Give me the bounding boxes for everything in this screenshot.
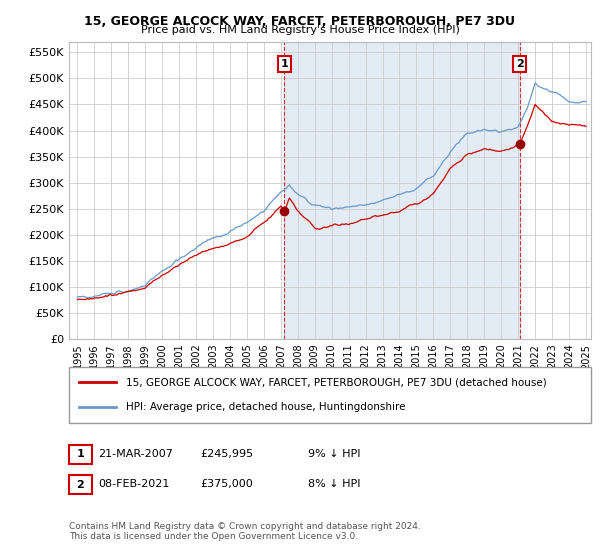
Text: Price paid vs. HM Land Registry's House Price Index (HPI): Price paid vs. HM Land Registry's House …: [140, 25, 460, 35]
Text: 1: 1: [77, 449, 84, 459]
Text: 2: 2: [77, 480, 84, 490]
FancyBboxPatch shape: [69, 367, 591, 423]
Text: 21-MAR-2007: 21-MAR-2007: [98, 449, 173, 459]
Text: 15, GEORGE ALCOCK WAY, FARCET, PETERBOROUGH, PE7 3DU (detached house): 15, GEORGE ALCOCK WAY, FARCET, PETERBORO…: [127, 377, 547, 388]
Text: 15, GEORGE ALCOCK WAY, FARCET, PETERBOROUGH, PE7 3DU: 15, GEORGE ALCOCK WAY, FARCET, PETERBORO…: [85, 15, 515, 27]
Text: £245,995: £245,995: [200, 449, 253, 459]
Text: 2: 2: [515, 59, 523, 69]
Text: 8% ↓ HPI: 8% ↓ HPI: [308, 479, 360, 489]
Text: 08-FEB-2021: 08-FEB-2021: [98, 479, 169, 489]
Bar: [284, 42, 520, 339]
Text: 9% ↓ HPI: 9% ↓ HPI: [308, 449, 360, 459]
Text: HPI: Average price, detached house, Huntingdonshire: HPI: Average price, detached house, Hunt…: [127, 402, 406, 412]
Text: £375,000: £375,000: [200, 479, 253, 489]
Text: 1: 1: [281, 59, 288, 69]
Text: Contains HM Land Registry data © Crown copyright and database right 2024.
This d: Contains HM Land Registry data © Crown c…: [69, 522, 421, 542]
